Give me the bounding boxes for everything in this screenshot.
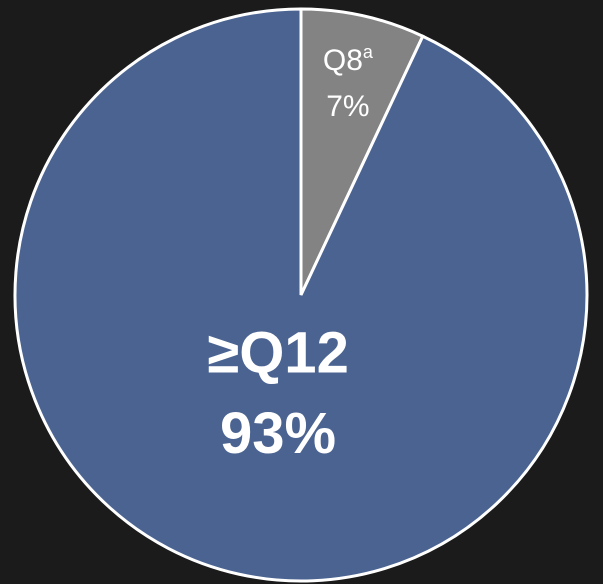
slice-value-label: 93% (220, 401, 336, 466)
category-text: ≥Q12 (207, 321, 348, 386)
slice-value-label: 7% (326, 90, 369, 123)
category-text: Q8 (323, 44, 363, 77)
slice-category-label: ≥Q12 (207, 321, 348, 386)
slice-category-label: Q8a (323, 42, 374, 77)
pie-slice (13, 7, 589, 583)
pie-slice (299, 7, 425, 296)
category-superscript: a (363, 42, 374, 62)
